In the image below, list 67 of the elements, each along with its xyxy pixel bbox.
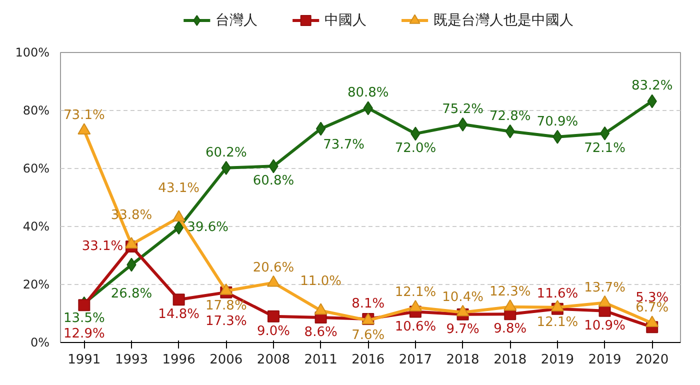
- y-tick-label: 40%: [22, 220, 50, 234]
- data-label: 73.1%: [64, 108, 105, 124]
- data-label: 33.1%: [82, 239, 124, 254]
- data-label: 60.2%: [206, 145, 247, 160]
- data-label: 10.6%: [394, 319, 436, 334]
- point: [174, 220, 184, 235]
- data-label: 72.8%: [489, 108, 531, 124]
- point: [172, 294, 185, 306]
- data-label: 12.1%: [394, 284, 436, 300]
- data-label: 10.9%: [584, 318, 626, 334]
- point: [316, 122, 326, 136]
- data-label: 12.3%: [489, 284, 531, 300]
- data-label: 12.1%: [536, 314, 578, 330]
- data-label: 83.2%: [631, 78, 673, 94]
- x-tick-label: 2006: [210, 352, 243, 368]
- x-tick-label: 1996: [162, 352, 196, 368]
- x-tick-label: 2019: [588, 352, 622, 368]
- point: [267, 310, 280, 322]
- data-label: 14.8%: [158, 307, 200, 322]
- x-tick-label: 2019: [540, 352, 574, 368]
- data-label: 11.6%: [536, 286, 578, 302]
- data-label: 43.1%: [158, 181, 200, 196]
- data-label: 9.7%: [446, 322, 480, 337]
- y-tick-label: 100%: [15, 46, 50, 60]
- point: [78, 299, 90, 312]
- point: [646, 316, 659, 328]
- legend-label: 既是台灣人也是中國人: [433, 12, 574, 28]
- x-tick-label: 2016: [352, 352, 385, 368]
- x-tick-label: 2017: [398, 352, 432, 368]
- x-tick-label: 2020: [636, 352, 669, 368]
- legend-label: 台灣人: [216, 12, 258, 28]
- data-label: 70.9%: [536, 114, 578, 130]
- data-label: 13.7%: [584, 280, 626, 296]
- y-tick-label: 20%: [22, 278, 50, 292]
- x-tick-label: 1991: [68, 352, 101, 368]
- legend-label: 中國人: [324, 12, 366, 28]
- data-label: 20.6%: [252, 260, 294, 276]
- data-label: 26.8%: [110, 286, 152, 302]
- data-label: 60.8%: [252, 174, 294, 189]
- data-label: 11.0%: [300, 274, 342, 290]
- data-label: 13.5%: [64, 310, 105, 326]
- x-tick-label: 2018: [446, 352, 480, 368]
- data-label: 75.2%: [442, 102, 484, 117]
- data-label: 17.8%: [206, 298, 247, 314]
- data-label: 8.1%: [352, 296, 385, 312]
- data-label: 17.3%: [206, 314, 247, 329]
- y-tick-label: 0%: [30, 336, 50, 350]
- data-label: 10.4%: [442, 290, 484, 305]
- data-label: 9.8%: [494, 322, 527, 337]
- x-tick-label: 2011: [304, 352, 338, 368]
- x-tick-label: 2008: [256, 352, 290, 368]
- point: [314, 303, 328, 315]
- data-label: 80.8%: [347, 86, 389, 101]
- x-tick-label: 1993: [114, 352, 148, 368]
- data-label: 8.6%: [304, 325, 338, 340]
- y-tick-label: 80%: [22, 104, 50, 118]
- data-label: 7.6%: [352, 328, 385, 343]
- data-label: 12.9%: [64, 326, 105, 342]
- data-label: 72.1%: [584, 140, 626, 156]
- point: [600, 126, 610, 140]
- data-label: 72.0%: [394, 141, 436, 156]
- y-tick-label: 60%: [22, 162, 50, 176]
- x-tick-label: 2018: [494, 352, 527, 368]
- point: [458, 117, 468, 132]
- data-label: 73.7%: [323, 137, 364, 152]
- data-label: 9.0%: [256, 324, 290, 339]
- data-label: 39.6%: [187, 220, 228, 236]
